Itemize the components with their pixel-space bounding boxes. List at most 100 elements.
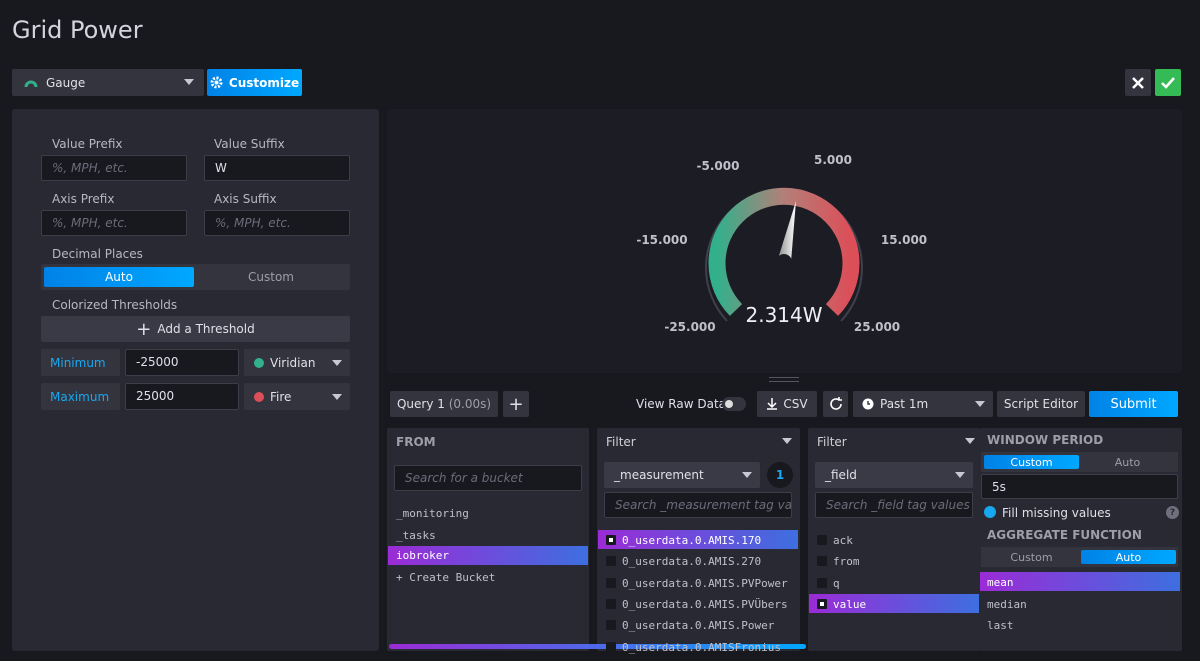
function-item[interactable]: last [987, 619, 1014, 632]
gauge-tick-label: 5.000 [814, 153, 852, 167]
raw-toggle[interactable] [722, 397, 746, 411]
value-suffix-input[interactable]: W [204, 155, 350, 181]
script-editor-button[interactable]: Script Editor [997, 391, 1085, 417]
add-query-button[interactable]: + [503, 391, 529, 417]
checkbox [606, 556, 616, 566]
cancel-button[interactable] [1125, 69, 1151, 96]
caret [332, 360, 342, 366]
checkbox [606, 599, 616, 609]
axis-suffix-input[interactable]: %, MPH, etc. [204, 210, 350, 236]
key-dropdown[interactable]: _measurement [604, 462, 760, 488]
help-icon[interactable]: ? [1166, 506, 1179, 519]
checkbox [817, 535, 827, 545]
key-name: _field [825, 468, 857, 482]
toggle-option[interactable]: Custom [196, 267, 346, 287]
column-header: FROM [396, 435, 436, 449]
key-dropdown[interactable]: _field [815, 462, 973, 488]
tag-value[interactable]: q [833, 577, 983, 590]
color-name: Fire [270, 390, 291, 404]
fill-label: Fill missing values [1002, 506, 1111, 520]
submit-button[interactable]: Submit [1089, 391, 1178, 417]
tag-search[interactable]: Search _field tag values [815, 492, 973, 518]
toggle-option-active[interactable]: Auto [44, 267, 194, 287]
value-prefix-input[interactable]: %, MPH, etc. [41, 155, 187, 181]
field-label: Decimal Places [52, 247, 143, 261]
caret [965, 438, 975, 444]
tag-value[interactable]: ack [833, 534, 983, 547]
field-label: Axis Prefix [52, 192, 114, 206]
column-header: AGGREGATE FUNCTION [987, 528, 1142, 542]
bucket-search[interactable]: Search for a bucket [394, 465, 582, 491]
customize-panel [12, 109, 379, 651]
color-dropdown[interactable]: Viridian [244, 349, 350, 376]
view-raw-label: View Raw Data [636, 397, 726, 411]
time-range-dropdown[interactable]: Past 1m [853, 391, 993, 417]
caret [332, 394, 342, 400]
key-name: _measurement [614, 468, 704, 482]
window-input[interactable]: 5s [981, 474, 1178, 499]
tag-search[interactable]: Search _measurement tag values [604, 492, 792, 518]
checkbox [606, 578, 616, 588]
checkbox [817, 578, 827, 588]
gear-icon [210, 76, 223, 89]
gauge-icon [24, 76, 38, 90]
threshold-label: Minimum [41, 349, 120, 376]
tag-value[interactable]: 0_userdata.0.AMIS.PVÜbers [622, 598, 798, 611]
download-icon [766, 398, 778, 410]
query-tab[interactable]: Query 1 (0.00s) [390, 391, 498, 417]
caret [955, 472, 965, 478]
create-bucket[interactable]: + Create Bucket [396, 571, 495, 584]
gauge-panel: -25.000 -15.000 -5.000 5.000 15.000 25.0… [387, 109, 1182, 373]
color-dropdown[interactable]: Fire [244, 383, 350, 410]
caret [782, 438, 792, 444]
save-button[interactable] [1155, 69, 1181, 96]
function-item[interactable]: mean [987, 576, 1014, 589]
checkbox [606, 620, 616, 630]
threshold-input[interactable]: -25000 [125, 349, 239, 376]
refresh-icon [829, 397, 843, 411]
function-item[interactable]: median [987, 598, 1027, 611]
fill-radio[interactable] [984, 506, 996, 518]
checkbox [606, 535, 616, 545]
threshold-label: Maximum [41, 383, 120, 410]
tag-value[interactable]: 0_userdata.0.AMIS.PVPower [622, 577, 798, 590]
column-header: Filter [606, 435, 636, 449]
tag-value[interactable]: from [833, 555, 983, 568]
color-swatch [254, 358, 264, 368]
caret [975, 401, 985, 407]
threshold-input[interactable]: 25000 [125, 383, 239, 410]
checkbox [817, 599, 827, 609]
add-threshold-button[interactable]: +Add a Threshold [41, 316, 350, 342]
view-type-dropdown[interactable]: Gauge [12, 69, 204, 96]
toggle-option[interactable]: Auto [1080, 455, 1175, 469]
field-label: Value Prefix [52, 137, 123, 151]
bucket-item[interactable]: _monitoring [396, 507, 469, 520]
customize-button[interactable]: Customize [207, 69, 302, 96]
toggle-option[interactable]: Custom [984, 550, 1079, 564]
add-threshold-label: Add a Threshold [157, 322, 254, 336]
tag-value-selected[interactable]: 0_userdata.0.AMIS.170 [622, 534, 798, 547]
toggle-option-active[interactable]: Custom [984, 455, 1079, 469]
refresh-button[interactable] [823, 391, 848, 417]
tag-value[interactable]: 0_userdata.0.AMISFronius [622, 641, 798, 654]
column-header: Filter [817, 435, 847, 449]
bucket-item[interactable]: _tasks [396, 529, 436, 542]
bucket-item-selected[interactable]: iobroker [388, 546, 588, 565]
resize-handle[interactable] [769, 377, 799, 382]
time-range: Past 1m [880, 397, 928, 411]
checkbox [606, 642, 616, 652]
toggle-knob [725, 400, 733, 408]
gauge-tick-label: -5.000 [697, 159, 740, 173]
tag-value[interactable]: 0_userdata.0.AMIS.Power [622, 619, 798, 632]
customize-label: Customize [229, 76, 299, 90]
tag-value-selected[interactable]: value [833, 598, 983, 611]
gauge-tick-label: -25.000 [664, 320, 715, 334]
query-time: (0.00s) [449, 397, 491, 411]
csv-button[interactable]: CSV [757, 391, 817, 417]
gauge-tick-label: 15.000 [881, 233, 927, 247]
axis-prefix-input[interactable]: %, MPH, etc. [41, 210, 187, 236]
tag-value[interactable]: 0_userdata.0.AMIS.270 [622, 555, 798, 568]
caret [742, 472, 752, 478]
caret [184, 79, 194, 85]
toggle-option-active[interactable]: Auto [1081, 550, 1176, 564]
